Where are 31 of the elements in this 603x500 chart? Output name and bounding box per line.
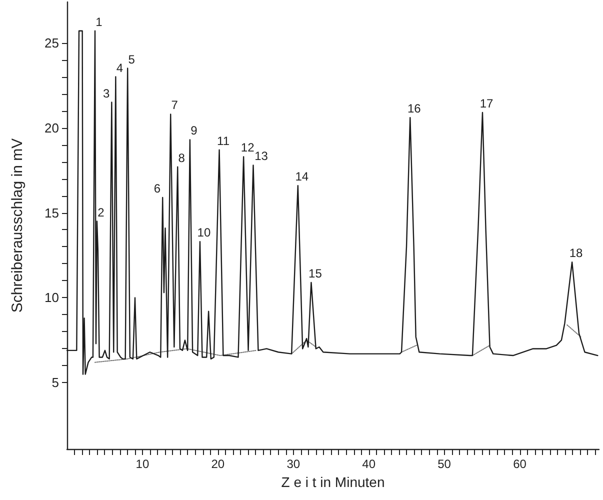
x-tick-label: 60 — [513, 457, 527, 471]
y-tick-label: 5 — [52, 375, 59, 390]
annotation: 12 — [240, 140, 255, 155]
annotation: 2 — [98, 205, 105, 220]
y-tick-label: 15 — [44, 205, 59, 220]
x-tick-label: 30 — [286, 457, 300, 471]
annotation: 6 — [154, 181, 161, 196]
annotation: 9 — [190, 124, 198, 138]
x-tick-label: 40 — [362, 457, 376, 471]
y-tick-label: 25 — [44, 35, 59, 50]
y-axis-title: Schreiberausschlag in mV — [9, 138, 26, 313]
annotation: 17 — [480, 96, 494, 110]
y-tick-label: 10 — [44, 290, 59, 306]
annotation: 16 — [407, 102, 422, 116]
annotation: 11 — [217, 134, 230, 148]
annotation: 18 — [569, 246, 584, 260]
annotation: 1 — [96, 14, 103, 29]
annotation: 3 — [102, 86, 110, 100]
y-tick-label: 20 — [44, 120, 59, 136]
annotation: 8 — [178, 150, 186, 165]
annotation: 14 — [295, 170, 309, 184]
annotation: 13 — [254, 149, 268, 164]
annotation: 10 — [197, 226, 211, 240]
x-tick-label: 50 — [438, 457, 452, 471]
annotation: 5 — [128, 52, 136, 66]
x-tick-label: 20 — [211, 457, 225, 471]
annotation: 15 — [308, 266, 322, 280]
annotation: 7 — [171, 98, 178, 112]
x-tick-label: 10 — [136, 457, 150, 471]
x-axis-title: Z e i t in Minuten — [281, 474, 385, 490]
annotation: 4 — [116, 60, 124, 75]
